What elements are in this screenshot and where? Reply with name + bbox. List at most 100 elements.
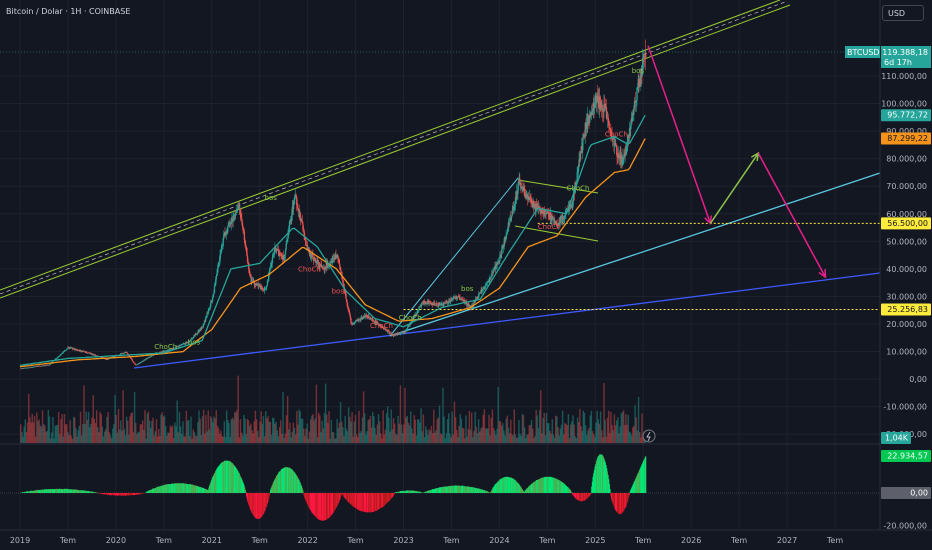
osc-bar <box>114 493 116 496</box>
osc-bar <box>60 489 63 493</box>
volume-bar <box>511 434 513 443</box>
volume-bar <box>90 423 92 443</box>
oscillator <box>0 454 880 521</box>
candle-body <box>302 230 305 231</box>
osc-bar <box>250 493 252 512</box>
annotations: ChoChbosbosChoChbosChoChChoChbosChoChCho… <box>154 67 644 351</box>
osc-bar <box>225 460 228 493</box>
candle-body <box>289 219 292 223</box>
volume-bar <box>556 416 558 443</box>
osc-bar <box>596 459 598 493</box>
osc-bar <box>554 478 557 493</box>
price-tick-label: 80.000,00 <box>886 155 927 164</box>
candle-body <box>175 346 178 348</box>
osc-bar <box>131 493 133 496</box>
volume-bar <box>614 425 617 443</box>
osc-bar <box>158 486 160 493</box>
osc-bar <box>554 478 556 493</box>
osc-badge-text: 0,00 <box>910 489 928 498</box>
osc-bar <box>460 486 462 493</box>
osc-bar <box>493 485 496 493</box>
volume-bar <box>174 422 176 443</box>
osc-bar <box>90 491 92 493</box>
osc-bar <box>168 483 171 493</box>
osc-bar <box>456 485 458 493</box>
candle-body <box>582 137 585 138</box>
candle-body <box>496 263 499 265</box>
candle-body <box>342 282 345 285</box>
structure-label: ChoCh <box>370 322 393 330</box>
osc-bar <box>499 479 501 493</box>
osc-bar <box>79 490 82 493</box>
volume-bar <box>443 416 445 443</box>
volume-bar <box>125 416 128 443</box>
volume-bar <box>220 430 222 443</box>
osc-bar <box>479 489 482 493</box>
volume-bar <box>477 419 480 443</box>
candle-body <box>219 254 221 262</box>
volume-bar <box>414 419 417 443</box>
osc-bar <box>201 488 203 493</box>
osc-bar <box>142 493 144 494</box>
osc-bar <box>77 490 80 493</box>
osc-bar <box>118 493 121 496</box>
osc-bar <box>289 468 291 493</box>
candle-body <box>319 266 321 268</box>
osc-bar <box>331 493 333 515</box>
osc-bar <box>483 490 486 493</box>
volume-bar <box>40 426 43 443</box>
volume-bar <box>25 431 28 443</box>
osc-bar <box>40 489 43 493</box>
candle-body <box>347 307 350 310</box>
volume-bar <box>430 426 433 443</box>
volume-bar <box>150 427 152 443</box>
candle-body <box>217 265 219 269</box>
osc-bar <box>83 490 85 493</box>
osc-bar <box>63 488 65 493</box>
lightning-icon[interactable] <box>642 429 656 443</box>
osc-bar <box>320 493 323 521</box>
volume-bar <box>85 411 87 443</box>
candle-body <box>553 217 555 223</box>
candle-body <box>249 272 251 277</box>
osc-bar <box>321 493 323 521</box>
osc-bar <box>416 491 418 493</box>
osc-bar <box>239 476 242 493</box>
osc-bar <box>308 493 310 507</box>
osc-bar <box>351 493 354 506</box>
osc-bar <box>385 493 387 504</box>
candle-body <box>20 368 22 370</box>
candle-body <box>38 366 40 367</box>
volume-bar <box>209 416 212 443</box>
candle-body <box>240 208 242 219</box>
osc-bar <box>176 483 179 493</box>
volume-bar <box>57 412 60 443</box>
volume-bar <box>530 420 533 443</box>
candle-body <box>405 330 407 332</box>
osc-bar <box>606 471 608 493</box>
volume-bar <box>589 415 591 443</box>
osc-bar <box>457 485 459 493</box>
osc-bar <box>316 493 319 519</box>
osc-bar <box>414 491 417 493</box>
osc-bar <box>373 493 375 512</box>
osc-bar <box>480 489 482 493</box>
candle-body <box>192 338 194 339</box>
candle-body <box>354 322 356 324</box>
osc-bar <box>192 484 194 493</box>
osc-bar <box>72 489 74 493</box>
candle-body <box>431 303 434 305</box>
osc-bar <box>282 468 284 493</box>
candle-body <box>390 333 393 335</box>
currency-button[interactable]: USD <box>882 5 924 21</box>
volume-bar <box>429 430 432 443</box>
volume-bar <box>546 423 549 443</box>
candle-body <box>478 294 480 299</box>
volume-bar <box>513 409 516 443</box>
candle-body <box>628 128 631 138</box>
volume-bar <box>458 425 460 443</box>
osc-bar <box>253 493 255 516</box>
candle-body <box>610 131 613 137</box>
candle-body <box>342 279 344 283</box>
price-badge-box <box>881 132 931 145</box>
